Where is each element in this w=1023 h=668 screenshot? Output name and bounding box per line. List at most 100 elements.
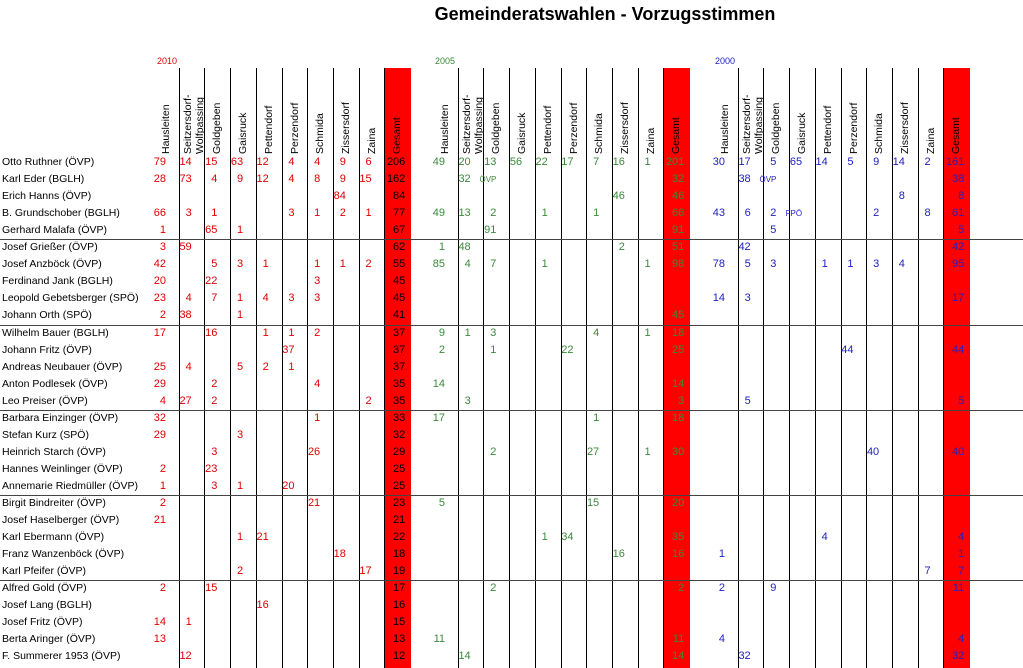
vote-cell: 1 [464,326,471,339]
column-divider [789,68,791,668]
gesamt-cell: 25 [393,479,406,492]
vote-cell: 7 [924,565,931,578]
vote-cell: 73 [179,173,192,186]
gesamt-cell: 45 [393,275,406,288]
gesamt-cell: 14 [672,650,685,663]
column-divider [255,68,257,668]
vote-cell: 84 [333,190,346,203]
vote-cell: 1 [211,207,218,220]
column-divider [586,68,588,668]
vote-cell: 5 [744,394,751,407]
vote-cell: 38 [179,309,192,322]
vote-cell: 2 [438,343,445,356]
vote-cell: 7 [593,156,600,168]
vote-cell: 3 [159,241,166,254]
vote-cell: 29 [153,377,166,390]
vote-cell: 4 [898,258,905,271]
page-title: Gemeinderatswahlen - Vorzugsstimmen [434,4,776,24]
vote-cell: 1 [541,207,548,220]
vote-cell: 1 [236,531,244,544]
vote-cell: 2 [490,582,497,595]
vote-cell: 2 [236,565,244,578]
gesamt-cell: 45 [393,292,406,305]
gesamt-cell: 66 [672,207,685,220]
vote-cell: 15 [586,497,600,509]
column-divider [943,68,945,668]
vote-cell: 2 [262,360,269,373]
vote-cell: 1 [236,479,244,492]
column-header-goldgeben: Goldgeben [490,102,503,154]
vote-cell: 49 [432,156,445,168]
vote-cell: 2 [159,582,166,595]
gesamt-cell: 161 [945,156,965,168]
vote-cell: 1 [314,411,321,424]
vote-cell: 3 [873,258,880,271]
vote-cell: 2 [365,394,372,407]
vote-cell: 1 [847,258,854,271]
gesamt-cell: 201 [665,156,685,168]
vote-cell: 9 [873,156,880,168]
vote-cell: 65 [205,224,218,237]
column-divider [840,68,842,668]
candidate-name: Josef Lang (BGLH) [2,599,92,612]
gesamt-cell: 17 [952,292,965,305]
vote-cell: 3 [236,258,244,271]
candidate-name: Leo Preiser (ÖVP) [2,394,88,407]
column-divider [611,68,613,668]
vote-cell: 79 [153,156,166,168]
candidate-name: Erich Hanns (ÖVP) [2,190,92,203]
gesamt-cell: 19 [393,565,406,578]
vote-cell: 5 [847,156,854,168]
column-divider [483,68,485,668]
gesamt-cell: 33 [393,411,406,424]
column-header-pettendorf: Pettendorf [541,105,554,154]
vote-cell: 1 [365,207,372,220]
candidate-name: Karl Pfeifer (ÖVP) [2,565,87,578]
column-divider [178,68,180,668]
vote-cell: 13 [458,207,471,220]
vote-cell: 17 [561,156,574,168]
vote-cell: 56 [509,156,523,168]
vote-cell: 48 [458,241,471,254]
candidate-name: Johann Fritz (ÖVP) [2,343,92,356]
vote-cell: 59 [179,241,192,254]
vote-cell: 14 [892,156,905,168]
candidate-name: Birgit Bindreiter (ÖVP) [2,497,106,509]
column-divider [230,68,232,668]
column-divider [307,68,309,668]
gesamt-cell: 62 [393,241,406,254]
vote-cell: 4 [288,156,295,168]
gesamt-cell: 11 [672,633,685,646]
vote-cell: 30 [712,156,725,168]
vote-cell: 2 [211,394,218,407]
vote-cell: 1 [288,360,295,373]
gesamt-cell: 32 [393,428,406,441]
column-divider [737,68,739,668]
candidate-name: F. Summerer 1953 (ÖVP) [2,650,121,663]
vote-cell: 12 [256,156,269,168]
candidate-name: Josef Haselberger (ÖVP) [2,514,120,527]
vote-cell: 3 [770,258,777,271]
column-header-gaisruck: Gaisruck [237,112,250,154]
vote-cell: 20 [458,156,471,168]
vote-cell: 14 [153,616,166,629]
vote-cell: 1 [490,343,497,356]
vote-cell: 12 [179,650,192,663]
candidate-name: Karl Eder (BGLH) [2,173,85,186]
year-label-2005: 2005 [435,56,456,66]
vote-cell: 3 [288,292,295,305]
vote-cell: 2 [211,377,218,390]
column-divider [509,68,511,668]
vote-cell: 4 [314,156,321,168]
vote-cell: 2 [490,207,497,220]
year-label-2000: 2000 [715,56,736,66]
gesamt-cell: 25 [672,343,685,356]
vote-cell: 5 [770,156,777,168]
vote-cell: 2 [159,309,166,322]
vote-cell: 37 [282,343,295,356]
gesamt-cell: 16 [672,548,685,561]
gesamt-cell: 18 [672,411,685,424]
gesamt-cell: 162 [386,173,406,186]
vote-cell: 23 [205,462,218,475]
column-divider [637,68,639,668]
